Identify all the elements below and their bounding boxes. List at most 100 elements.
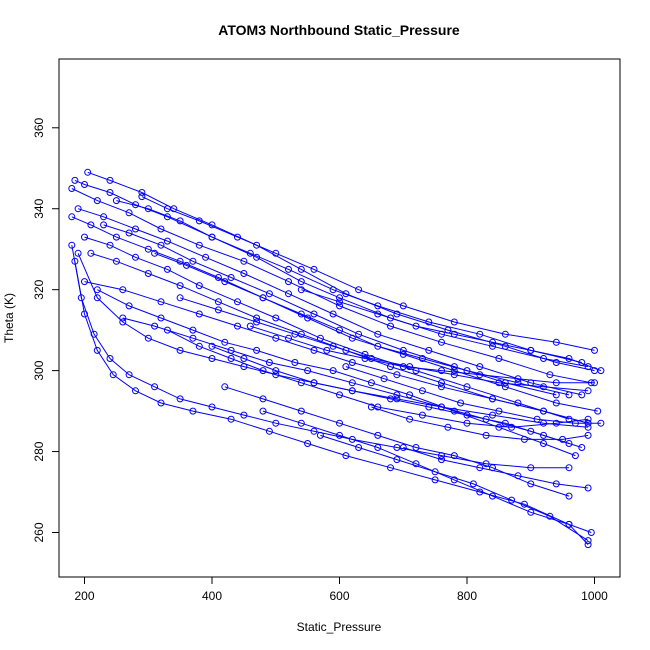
data-point: [552, 359, 560, 366]
data-point: [189, 334, 197, 342]
plot-area: [68, 168, 605, 549]
data-point: [202, 253, 210, 261]
data-point: [594, 407, 602, 415]
data-point: [74, 205, 82, 213]
data-point: [246, 249, 254, 257]
data-point: [501, 330, 509, 338]
data-point: [450, 330, 458, 338]
x-tick-label: 1000: [581, 589, 608, 603]
data-point: [348, 379, 356, 387]
data-point: [489, 395, 496, 403]
data-point: [132, 387, 139, 395]
data-point: [438, 403, 445, 411]
series-28: [399, 444, 592, 492]
data-point: [418, 355, 426, 362]
data-point: [374, 330, 382, 338]
x-tick-label: 400: [202, 589, 222, 603]
data-point: [208, 233, 216, 241]
x-axis-label: Static_Pressure: [297, 620, 382, 634]
data-point: [253, 314, 261, 322]
data-point: [87, 221, 95, 229]
y-tick-label: 320: [32, 279, 46, 299]
data-point: [463, 383, 471, 391]
data-point: [418, 387, 426, 395]
data-point: [310, 346, 318, 354]
data-point: [336, 419, 343, 427]
data-point: [227, 274, 235, 281]
data-point: [597, 419, 605, 427]
data-point: [144, 270, 152, 277]
data-point: [272, 249, 280, 257]
data-point: [71, 257, 79, 265]
x-tick-label: 600: [329, 589, 349, 603]
data-point: [272, 314, 280, 322]
data-point: [74, 249, 82, 257]
data-point: [297, 419, 305, 427]
series-21: [316, 431, 592, 545]
data-point: [329, 310, 337, 318]
data-point: [501, 342, 509, 350]
data-point: [482, 415, 490, 423]
data-point: [374, 342, 382, 350]
series-23: [176, 294, 592, 395]
data-point: [584, 423, 592, 431]
data-point: [81, 181, 88, 188]
data-point: [399, 302, 407, 310]
data-point: [374, 431, 382, 439]
data-point: [240, 270, 248, 277]
data-point: [208, 355, 216, 362]
data-point: [336, 391, 343, 399]
data-point: [336, 431, 343, 439]
data-point: [310, 310, 318, 318]
series-line: [167, 329, 589, 428]
data-point: [546, 512, 554, 520]
data-point: [106, 355, 114, 362]
data-point: [329, 367, 337, 375]
data-point: [342, 346, 350, 354]
data-point: [125, 229, 133, 237]
data-point: [565, 492, 573, 500]
series-line: [141, 196, 595, 351]
data-point: [253, 346, 261, 354]
data-point: [412, 322, 420, 330]
data-point: [310, 427, 318, 435]
data-point: [316, 431, 324, 439]
data-point: [112, 233, 120, 241]
data-point: [374, 302, 382, 310]
chart-title: ATOM3 Northbound Static_Pressure: [218, 22, 460, 38]
data-point: [68, 185, 76, 192]
data-point: [348, 387, 356, 395]
series-line: [71, 216, 598, 412]
data-point: [195, 342, 203, 350]
data-point: [387, 395, 394, 403]
data-point: [591, 379, 598, 387]
data-point: [119, 318, 127, 326]
data-point: [189, 407, 197, 415]
data-point: [291, 330, 299, 338]
data-point: [348, 359, 356, 366]
data-point: [527, 427, 535, 435]
data-point: [469, 480, 477, 488]
data-point: [431, 476, 439, 484]
series-line: [345, 366, 601, 424]
data-point: [93, 294, 101, 302]
data-point: [355, 444, 363, 451]
data-point: [597, 367, 605, 375]
y-tick-label: 360: [32, 117, 46, 137]
data-point: [246, 322, 254, 330]
data-point: [450, 318, 458, 326]
x-tick-label: 800: [457, 589, 477, 603]
data-point: [527, 346, 535, 354]
series-25: [297, 286, 605, 375]
data-point: [450, 452, 458, 460]
data-point: [259, 294, 267, 302]
data-point: [132, 253, 139, 261]
data-point: [285, 278, 292, 286]
series-line: [74, 261, 589, 545]
data-point: [463, 419, 471, 427]
series-line: [84, 281, 589, 424]
data-point: [552, 379, 560, 387]
data-point: [221, 383, 229, 391]
data-point: [265, 290, 273, 298]
series-line: [84, 236, 570, 420]
